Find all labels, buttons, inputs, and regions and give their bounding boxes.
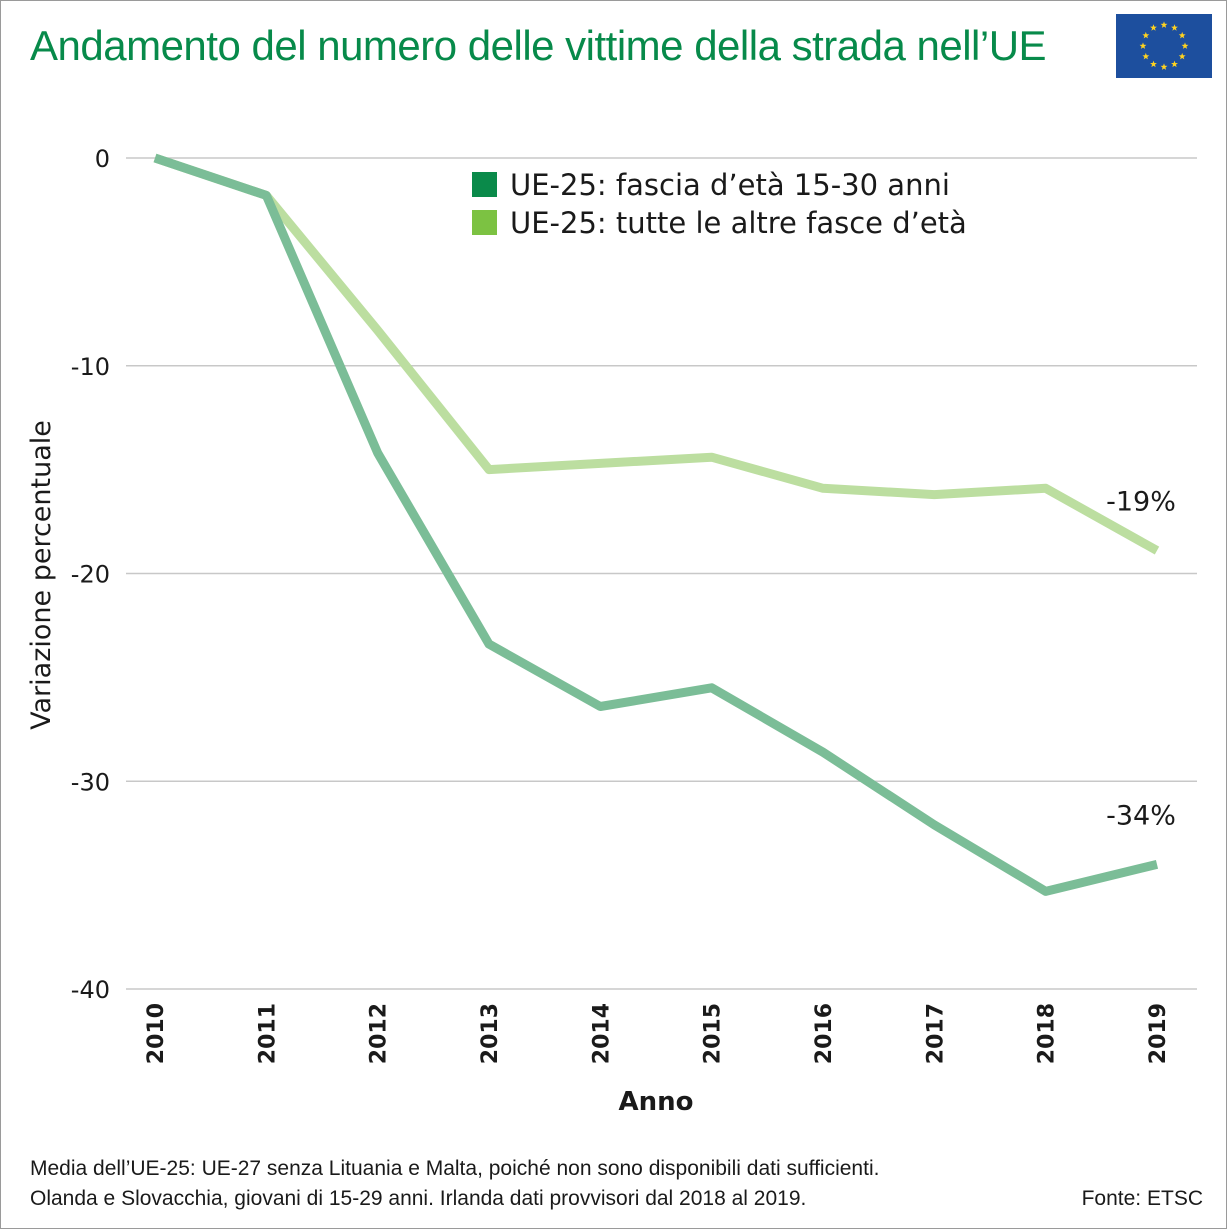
x-tick-label: 2014: [589, 1003, 614, 1064]
flag-star: [1142, 31, 1150, 39]
flag-star: [1160, 63, 1168, 70]
grid-lines: [126, 157, 1197, 990]
flag-star: [1171, 24, 1178, 31]
footnote-line-2: Olanda e Slovacchia, giovani di 15-29 an…: [30, 1187, 807, 1210]
x-tick-label: 2019: [1146, 1003, 1171, 1064]
x-tick-label: 2011: [255, 1003, 280, 1064]
legend-swatch: [472, 210, 497, 235]
x-axis-ticks: 2010 2011 2012 2013 2014 2015 2016 2017 2018 2019: [144, 1003, 1171, 1064]
chart-title: Andamento del numero delle vittime della…: [30, 22, 1047, 69]
end-label-1: -19%: [1106, 487, 1176, 518]
flag-star: [1160, 21, 1168, 28]
y-tick-label: 0: [95, 145, 110, 173]
eu-flag-icon: [1116, 14, 1212, 78]
flag-stars: [1139, 21, 1189, 70]
footnote-line-1: Media dell’UE-25: UE-27 senza Lituania e…: [30, 1157, 880, 1180]
flag-star: [1150, 60, 1157, 68]
x-tick-label: 2016: [812, 1003, 837, 1064]
x-tick-label: 2012: [367, 1003, 392, 1064]
x-tick-label: 2018: [1035, 1003, 1060, 1064]
legend-swatch: [472, 172, 497, 197]
legend-label: UE-25: tutte le altre fasce d’età: [510, 206, 967, 240]
end-label-0: -34%: [1106, 800, 1176, 831]
x-tick-label: 2015: [701, 1003, 726, 1064]
source-label: Fonte: ETSC: [1081, 1187, 1203, 1210]
end-labels: -34% -19%: [1106, 487, 1176, 832]
y-axis-title: Variazione percentuale: [26, 420, 57, 730]
legend: UE-25: fascia d’età 15-30 anni UE-25: tut…: [472, 168, 967, 240]
x-tick-label: 2017: [923, 1003, 948, 1064]
series-line-0: [153, 153, 1159, 896]
y-tick-label: -10: [71, 353, 110, 381]
y-tick-label: -40: [71, 976, 110, 1004]
series-line-1: [153, 153, 1160, 555]
flag-star: [1139, 42, 1147, 49]
x-axis-title: Anno: [618, 1087, 693, 1117]
legend-label: UE-25: fascia d’età 15-30 anni: [510, 168, 950, 202]
flag-star: [1178, 31, 1186, 39]
flag-star: [1181, 42, 1189, 49]
y-axis-ticks: 0 -10 -20 -30 -40: [71, 145, 110, 1004]
flag-star: [1178, 52, 1186, 60]
series-lines: [153, 153, 1160, 896]
x-tick-label: 2010: [144, 1003, 169, 1064]
x-tick-label: 2013: [478, 1003, 503, 1064]
flag-star: [1150, 24, 1157, 31]
flag-star: [1142, 52, 1150, 60]
y-tick-label: -30: [71, 768, 110, 796]
y-tick-label: -20: [71, 561, 110, 589]
flag-star: [1171, 60, 1178, 68]
